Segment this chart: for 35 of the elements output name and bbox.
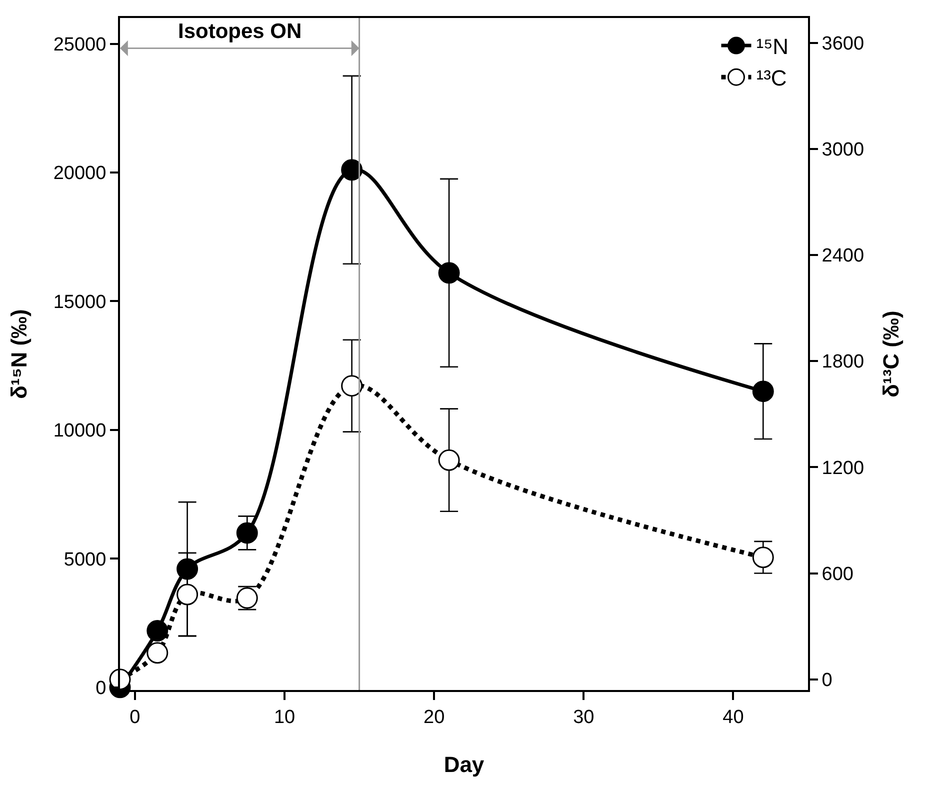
x-tick-label: 20 xyxy=(424,706,445,728)
y-tick-label: 10000 xyxy=(53,420,106,442)
point xyxy=(752,380,774,402)
y2-tick-label: 0 xyxy=(822,670,832,692)
y-axis-title: δ¹⁵N (‰) xyxy=(6,309,32,399)
point xyxy=(341,159,363,181)
x-tick-label: 30 xyxy=(573,706,594,728)
y-tick-label: 15000 xyxy=(53,292,106,313)
ref-line-label: Isotopes ON xyxy=(178,20,302,43)
y-tick-label: 20000 xyxy=(53,163,106,184)
x-tick-label: 0 xyxy=(130,706,140,728)
x-tick-label: 40 xyxy=(722,706,744,728)
y2-tick-label: 1800 xyxy=(822,352,864,373)
y2-tick-label: 3000 xyxy=(822,140,864,161)
point xyxy=(438,449,460,471)
y2-tick-label: 2400 xyxy=(822,246,864,267)
legend-label: ¹³C xyxy=(756,66,787,91)
legend-label: ¹⁵N xyxy=(756,34,789,60)
y-tick-label: 0 xyxy=(96,678,106,700)
y-tick-label: 5000 xyxy=(64,549,106,570)
y2-tick-label: 1200 xyxy=(822,458,864,479)
point xyxy=(146,620,168,642)
point xyxy=(146,642,168,664)
y-tick-label: 25000 xyxy=(53,34,106,56)
y2-tick-label: 3600 xyxy=(822,33,864,54)
point xyxy=(341,375,363,397)
y2-tick-label: 600 xyxy=(822,564,854,585)
point xyxy=(176,584,198,606)
point xyxy=(752,546,774,568)
x-tick-label: 10 xyxy=(274,706,296,728)
x-axis-title: Day xyxy=(444,752,485,778)
point xyxy=(176,558,198,580)
y2-axis-title: δ¹³C (‰) xyxy=(878,310,904,398)
point xyxy=(236,522,258,544)
point xyxy=(438,262,460,284)
